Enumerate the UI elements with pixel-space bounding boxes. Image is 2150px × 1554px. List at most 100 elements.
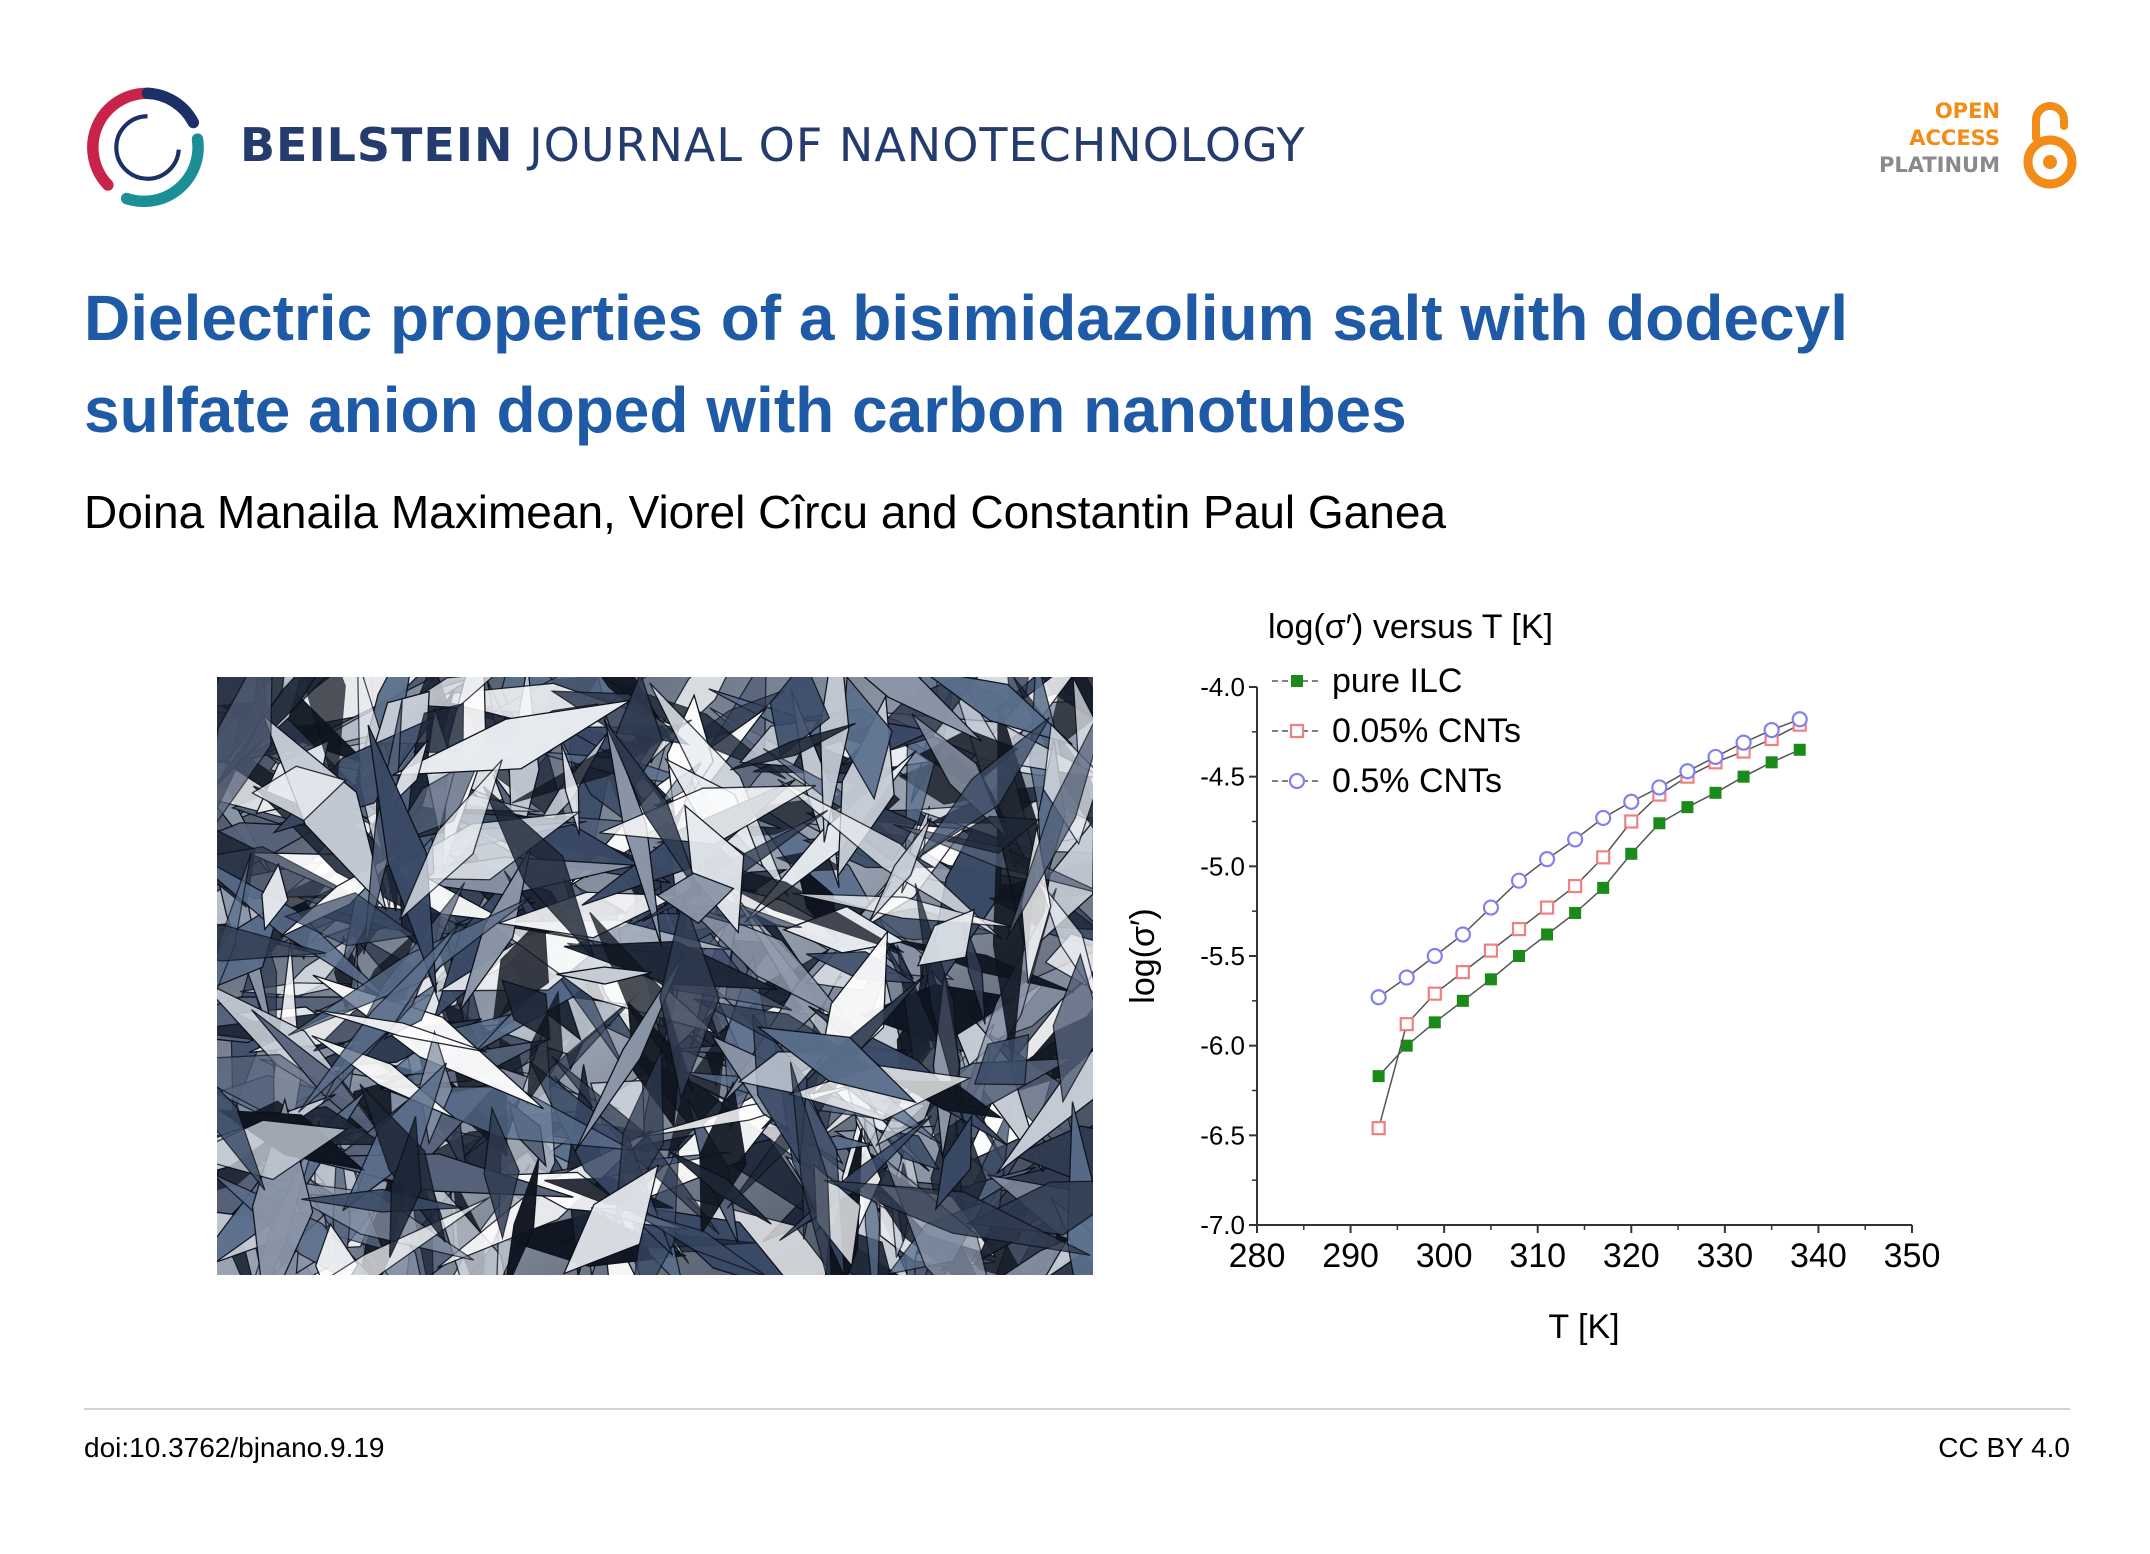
x-axis-ticks: 280 290 300 310 320 330 340 350 [1229, 1225, 1941, 1275]
data-point [1538, 851, 1556, 868]
data-point [1793, 743, 1806, 756]
data-point [1567, 831, 1584, 848]
texture-shard [331, 1196, 490, 1275]
texture-shard [574, 953, 685, 1153]
texture-shard [217, 1086, 266, 1191]
journal-header: BEILSTEIN JOURNAL OF NANOTECHNOLOGY OPEN… [0, 0, 2150, 230]
texture-shard [669, 1151, 772, 1225]
data-point [1597, 881, 1610, 894]
texture-shard [315, 1222, 359, 1275]
texture-shard [934, 1113, 973, 1211]
data-point [1737, 770, 1750, 783]
data-point [1596, 850, 1611, 865]
texture-shard [389, 1116, 422, 1258]
texture-shard [599, 784, 817, 845]
journal-name-bold: BEILSTEIN [240, 118, 514, 172]
article-title: Dielectric properties of a bisimidazoliu… [84, 282, 1848, 446]
data-point [1398, 969, 1415, 986]
doi-text: doi:10.3762/bjnano.9.19 [84, 1432, 385, 1463]
series-line [1378, 749, 1801, 1077]
series-2 [1370, 711, 1808, 1006]
texture-shard [730, 722, 856, 771]
data-point [1541, 928, 1554, 941]
texture-shard [629, 1209, 766, 1275]
data-point [1399, 1017, 1414, 1032]
data-point [1681, 801, 1694, 814]
texture-shard [413, 702, 464, 753]
x-tick-label: 280 [1229, 1237, 1286, 1275]
data-point [1595, 809, 1612, 827]
x-axis-label: T [K] [1548, 1308, 1619, 1346]
texture-shard [398, 759, 503, 921]
license-text: CC BY 4.0 [1938, 1432, 2070, 1463]
x-tick-label: 340 [1790, 1237, 1847, 1275]
legend-marker [1289, 723, 1305, 739]
open-access-text: OPEN ACCESS PLATINUM [1879, 98, 2000, 179]
data-point [1372, 1070, 1385, 1083]
data-point [1456, 994, 1469, 1007]
data-point [1428, 1016, 1441, 1029]
data-point [1765, 756, 1778, 769]
legend-label: pure ILC [1332, 662, 1462, 700]
texture-shard [217, 924, 327, 962]
chart-legend: pure ILC 0.05% CNTs 0.5% CNTs [1272, 662, 1521, 800]
texture-shard [314, 1009, 488, 1053]
texture-shard [556, 966, 653, 985]
y-tick-label: -6.5 [1200, 1120, 1245, 1150]
texture-shard [869, 817, 932, 921]
data-point [1513, 950, 1525, 962]
data-point [1569, 906, 1582, 919]
journal-name: BEILSTEIN JOURNAL OF NANOTECHNOLOGY [240, 118, 1306, 172]
data-point [1426, 947, 1443, 965]
legend-marker [1291, 675, 1303, 687]
footer-divider [84, 1408, 2070, 1410]
x-tick-label: 350 [1884, 1237, 1941, 1275]
data-point [1510, 872, 1528, 889]
data-point [1568, 878, 1583, 894]
texture-shard [297, 921, 462, 1113]
data-point [1370, 989, 1387, 1006]
data-point [1482, 899, 1500, 916]
data-point [1484, 973, 1497, 986]
data-point [1455, 965, 1470, 980]
open-access-line2: ACCESS [1909, 126, 2000, 150]
texture-shard [367, 724, 438, 994]
data-point [1427, 986, 1442, 1001]
data-point [1653, 817, 1666, 830]
texture-shard [789, 1061, 833, 1275]
data-point [1651, 779, 1668, 796]
journal-name-rest: JOURNAL OF NANOTECHNOLOGY [529, 118, 1306, 172]
texture-shard [1052, 952, 1093, 1104]
open-access-line1: OPEN [1934, 99, 2000, 123]
y-tick-label: -4.5 [1200, 762, 1245, 792]
x-tick-label: 300 [1416, 1237, 1473, 1275]
texture-shard [656, 872, 735, 925]
texture-shard [777, 778, 1002, 940]
texture-shard [916, 908, 976, 967]
y-tick-label: -5.5 [1200, 941, 1245, 971]
texture-shard [1005, 722, 1093, 940]
legend-marker [1288, 772, 1306, 790]
y-tick-label: -6.0 [1200, 1031, 1245, 1061]
data-point [1454, 926, 1471, 943]
series-line [1377, 723, 1801, 1129]
data-point [1400, 1039, 1413, 1052]
texture-shard [659, 895, 720, 1101]
data-point [1709, 786, 1722, 799]
data-point [1371, 1121, 1386, 1136]
texture-shard [261, 862, 289, 932]
texture-shard [684, 804, 745, 935]
data-point [1791, 711, 1808, 728]
texture-shard [217, 677, 273, 823]
series-line [1378, 718, 1800, 998]
data-point [1624, 814, 1639, 829]
data-point [1511, 922, 1527, 937]
texture-shard [506, 1157, 540, 1275]
texture-shard [251, 765, 347, 822]
data-point [1625, 847, 1638, 860]
texture-shard [392, 699, 631, 776]
y-axis-label: log(σ′) [1124, 908, 1162, 1003]
texture-shard [863, 677, 983, 742]
beilstein-logo [87, 87, 204, 208]
x-tick-label: 320 [1603, 1237, 1660, 1275]
